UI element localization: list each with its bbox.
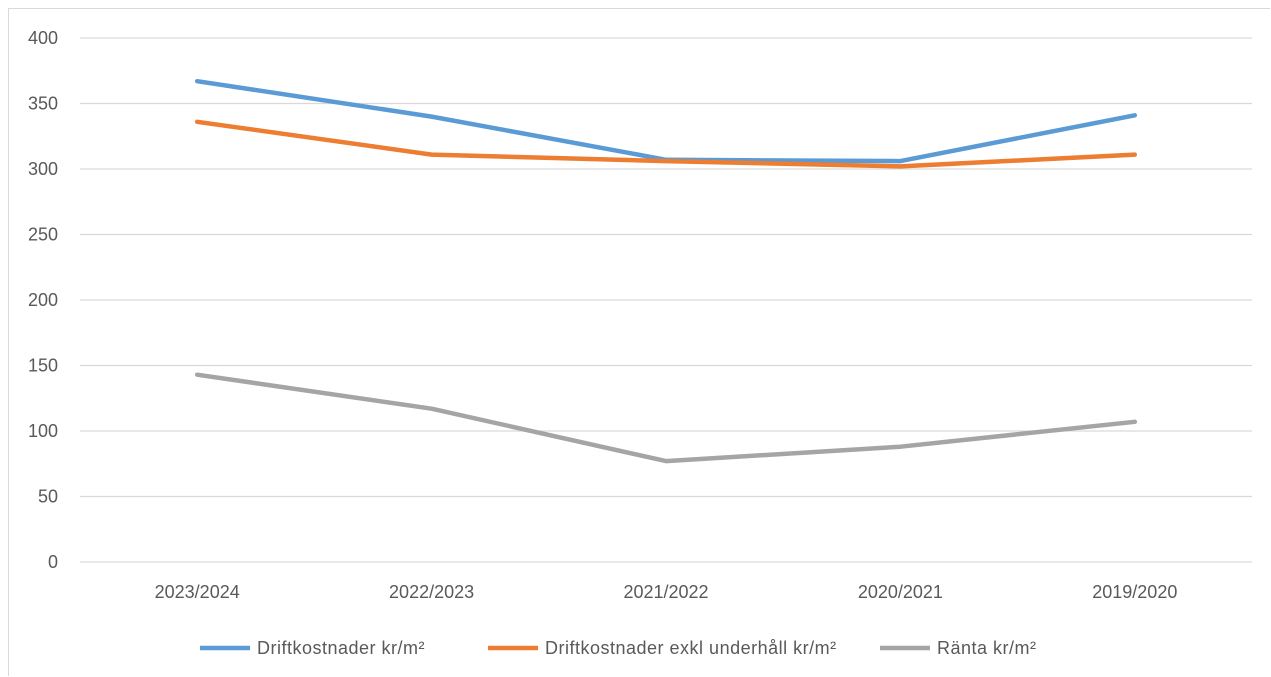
- x-tick-label: 2020/2021: [858, 582, 943, 602]
- y-tick-label: 0: [48, 552, 58, 572]
- x-axis-ticks: 2023/2024 2022/2023 2021/2022 2020/2021 2019…: [155, 582, 1178, 602]
- x-tick-label: 2021/2022: [623, 582, 708, 602]
- series-line-2: [194, 119, 1138, 169]
- y-tick-label: 150: [28, 356, 58, 376]
- y-axis-ticks: 0 50 100 150 200 250 300 350 400: [28, 28, 58, 572]
- x-tick-label: 2019/2020: [1092, 582, 1177, 602]
- y-tick-label: 100: [28, 421, 58, 441]
- y-tick-label: 300: [28, 159, 58, 179]
- legend-label-1: Driftkostnader kr/m²: [257, 638, 425, 658]
- x-tick-label: 2022/2023: [389, 582, 474, 602]
- y-tick-label: 250: [28, 225, 58, 245]
- series-lines: [194, 78, 1138, 464]
- legend-label-2: Driftkostnader exkl underhåll kr/m²: [545, 638, 837, 658]
- y-tick-label: 400: [28, 28, 58, 48]
- y-tick-label: 200: [28, 290, 58, 310]
- series-line-1: [194, 78, 1138, 164]
- gridlines: [80, 37, 1252, 563]
- y-tick-label: 50: [38, 487, 58, 507]
- chart-frame: [8, 8, 1270, 676]
- legend-label-3: Ränta kr/m²: [937, 638, 1037, 658]
- y-tick-label: 350: [28, 94, 58, 114]
- x-tick-label: 2023/2024: [155, 582, 240, 602]
- series-line-3: [194, 372, 1138, 464]
- legend: Driftkostnader kr/m² Driftkostnader exkl …: [200, 638, 1037, 658]
